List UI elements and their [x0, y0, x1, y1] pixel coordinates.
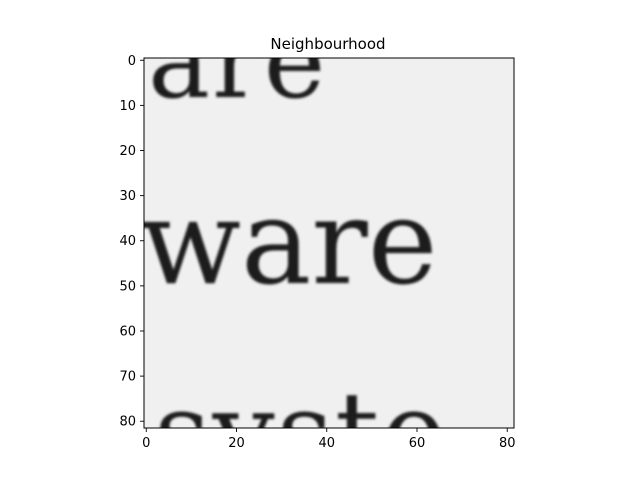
chart-title: Neighbourhood	[270, 35, 385, 53]
x-tick-label: 20	[228, 436, 245, 451]
x-tick-label: 40	[318, 436, 335, 451]
plot-frame	[143, 57, 515, 429]
y-tick-label: 40	[119, 234, 136, 249]
y-tick-label: 50	[119, 279, 136, 294]
y-axis: 0 10 20 30 40 50 60 70 80	[119, 54, 144, 430]
y-tick-label: 0	[128, 54, 136, 69]
y-tick-label: 20	[119, 144, 136, 159]
x-tick-label: 0	[142, 436, 150, 451]
paper-grain	[144, 58, 514, 428]
y-tick-label: 70	[119, 370, 136, 385]
x-axis: 0 20 40 60 80	[142, 428, 516, 451]
word-line-bottom: syste	[154, 368, 448, 480]
word-line-top: are	[148, 0, 327, 122]
image-heatmap: are ware syste	[140, 0, 514, 480]
x-tick-label: 80	[499, 436, 516, 451]
word-line-middle: ware	[140, 173, 438, 311]
x-tick-label: 60	[409, 436, 426, 451]
y-tick-label: 10	[119, 99, 136, 114]
y-tick-label: 30	[119, 189, 136, 204]
y-tick-label: 80	[119, 415, 136, 430]
y-tick-label: 60	[119, 324, 136, 339]
